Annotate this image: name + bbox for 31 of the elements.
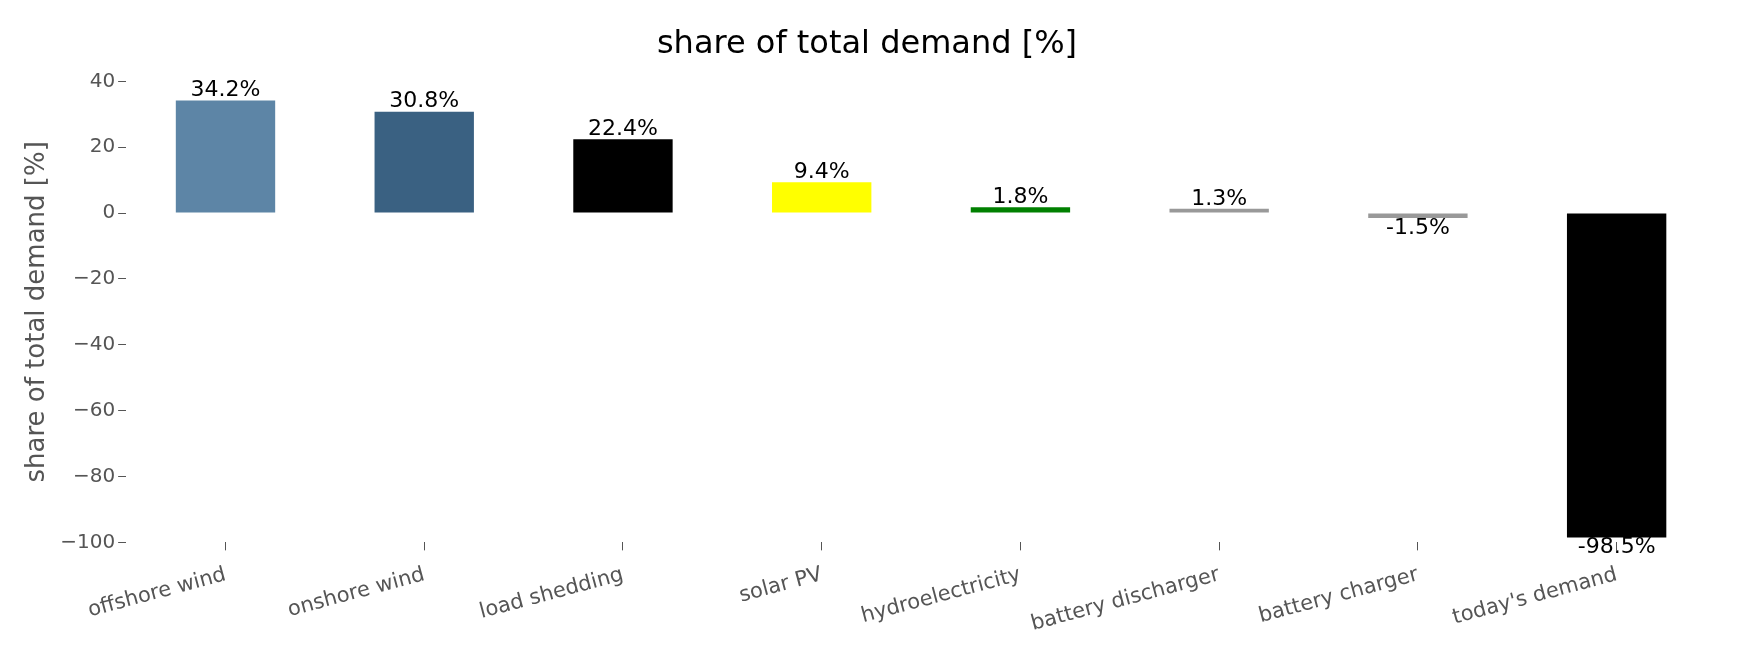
chart-title: share of total demand [%] [656,22,1078,61]
x-tick-label: load shedding [476,561,626,623]
x-tick-label: battery charger [1255,561,1421,628]
bar [970,207,1071,213]
x-tick-label: offshore wind [84,561,229,622]
y-axis-title: share of total demand [%] [20,141,51,483]
bar [772,182,872,213]
bar [1169,208,1269,213]
bar [175,100,276,213]
bar [573,139,673,213]
y-tick-label: 0 [102,199,116,224]
y-tick-label: −80 [72,462,116,487]
y-tick-label: 20 [89,133,116,158]
y-tick-label: −60 [72,396,116,421]
data-label: 9.4% [793,157,850,183]
data-label: 34.2% [190,76,261,102]
data-label: 1.8% [992,182,1049,208]
data-label: -98.5% [1577,533,1656,559]
data-label: -1.5% [1385,213,1450,239]
y-tick-label: −20 [72,265,116,290]
bar [1368,213,1468,219]
y-tick-label: −100 [60,528,116,553]
bar [1566,213,1667,538]
y-tick-label: 40 [89,67,116,92]
x-tick-label: solar PV [736,561,825,607]
bar [374,111,474,213]
y-tick-label: −40 [72,331,116,356]
data-label: 22.4% [588,115,658,141]
x-tick-label: onshore wind [284,561,427,622]
data-label: 30.8% [389,87,460,113]
data-label: 1.3% [1191,184,1248,210]
